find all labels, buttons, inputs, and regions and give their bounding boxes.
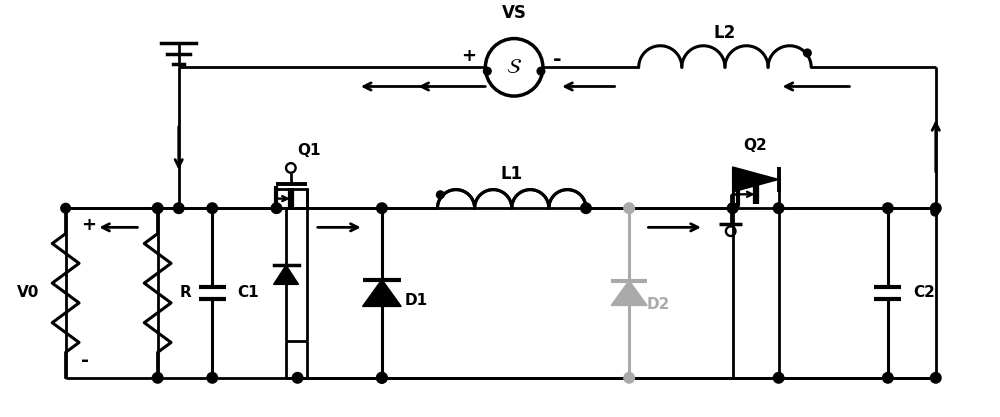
Circle shape — [292, 372, 303, 383]
Text: Q2: Q2 — [744, 138, 767, 153]
Circle shape — [377, 372, 387, 383]
Circle shape — [883, 203, 893, 214]
Circle shape — [207, 203, 218, 214]
Circle shape — [581, 203, 591, 214]
Text: VS: VS — [502, 4, 527, 22]
Circle shape — [483, 67, 491, 75]
Text: $\mathcal{S}$: $\mathcal{S}$ — [506, 57, 522, 77]
Circle shape — [377, 372, 387, 383]
Circle shape — [152, 203, 163, 214]
Polygon shape — [363, 279, 401, 306]
Text: D2: D2 — [646, 297, 670, 312]
Circle shape — [931, 208, 939, 216]
Circle shape — [624, 372, 634, 383]
Circle shape — [804, 49, 811, 57]
Text: Q1: Q1 — [298, 143, 321, 158]
Text: C2: C2 — [913, 286, 935, 301]
Circle shape — [207, 372, 218, 383]
Text: +: + — [81, 216, 96, 234]
Circle shape — [727, 203, 738, 214]
Text: L2: L2 — [714, 25, 736, 43]
Circle shape — [931, 372, 941, 383]
Circle shape — [773, 372, 784, 383]
Polygon shape — [611, 281, 647, 306]
Text: V0: V0 — [16, 286, 39, 301]
Text: C1: C1 — [237, 286, 259, 301]
Circle shape — [173, 203, 184, 214]
Text: D1: D1 — [405, 293, 428, 308]
Text: R: R — [180, 286, 191, 301]
Circle shape — [624, 203, 634, 214]
Text: -: - — [552, 50, 561, 70]
Polygon shape — [733, 167, 779, 192]
Circle shape — [931, 203, 941, 214]
Circle shape — [537, 67, 545, 75]
Text: L1: L1 — [501, 165, 523, 183]
Polygon shape — [274, 265, 299, 284]
Text: +: + — [461, 47, 476, 65]
Circle shape — [437, 191, 444, 198]
Text: -: - — [81, 351, 89, 370]
Circle shape — [152, 372, 163, 383]
Circle shape — [377, 203, 387, 214]
Circle shape — [271, 203, 282, 214]
Circle shape — [773, 203, 784, 214]
Circle shape — [61, 203, 70, 213]
Circle shape — [883, 372, 893, 383]
